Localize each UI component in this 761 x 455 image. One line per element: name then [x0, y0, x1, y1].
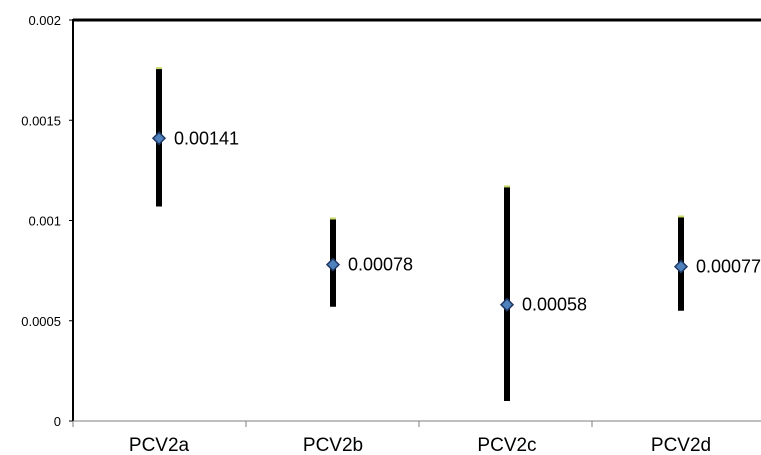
- data-point-marker: [673, 259, 689, 274]
- x-tick-label: PCV2d: [651, 435, 711, 455]
- x-tick-label: PCV2b: [303, 435, 363, 455]
- data-label: 0.00058: [522, 295, 587, 315]
- plot-area: 0 0.0005 0.001 0.0015 0.002 PCV2a PCV2b PCV2c PC…: [21, 13, 761, 455]
- data-label: 0.00077: [696, 257, 761, 277]
- data-point-marker: [499, 297, 515, 312]
- data-point-marker: [151, 131, 167, 146]
- y-tick-label: 0.001: [28, 214, 61, 229]
- data-label: 0.00078: [348, 255, 413, 275]
- y-tick-label: 0.002: [28, 13, 61, 28]
- x-tick-label: PCV2a: [129, 435, 190, 455]
- y-tick-label: 0: [54, 414, 61, 429]
- data-label: 0.00141: [174, 128, 239, 148]
- y-tick-label: 0.0005: [21, 314, 61, 329]
- data-point-marker: [325, 257, 341, 272]
- x-tick-label: PCV2c: [477, 435, 536, 455]
- y-tick-label: 0.0015: [21, 113, 61, 128]
